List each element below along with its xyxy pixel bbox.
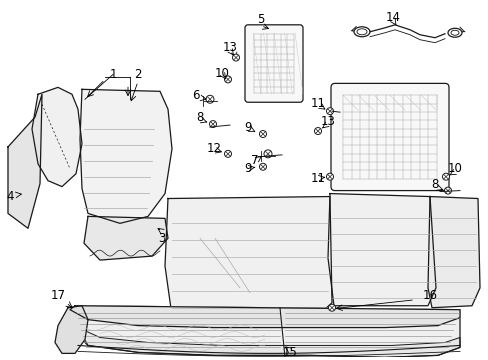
Polygon shape xyxy=(80,89,172,223)
Polygon shape xyxy=(427,197,479,308)
Circle shape xyxy=(209,121,216,127)
Polygon shape xyxy=(164,197,331,316)
Text: 11: 11 xyxy=(310,97,325,110)
Text: 8: 8 xyxy=(430,178,438,191)
Text: 13: 13 xyxy=(320,114,335,127)
Circle shape xyxy=(205,95,214,103)
Circle shape xyxy=(442,173,448,180)
Text: 4: 4 xyxy=(6,190,14,203)
Text: 12: 12 xyxy=(206,143,221,156)
Circle shape xyxy=(224,150,231,157)
Text: 5: 5 xyxy=(257,13,264,26)
Polygon shape xyxy=(84,216,168,260)
Polygon shape xyxy=(70,306,459,357)
Ellipse shape xyxy=(450,30,458,35)
Circle shape xyxy=(264,150,271,158)
Text: 10: 10 xyxy=(447,162,462,175)
Circle shape xyxy=(326,108,333,114)
Polygon shape xyxy=(32,87,82,186)
Text: 8: 8 xyxy=(196,111,203,123)
Circle shape xyxy=(224,76,231,83)
Circle shape xyxy=(232,54,239,61)
Polygon shape xyxy=(70,306,459,328)
Ellipse shape xyxy=(356,29,366,35)
Polygon shape xyxy=(55,306,88,354)
Text: 14: 14 xyxy=(385,12,400,24)
Polygon shape xyxy=(327,194,435,306)
FancyBboxPatch shape xyxy=(330,84,448,190)
Ellipse shape xyxy=(353,27,369,37)
Text: 7: 7 xyxy=(251,154,258,167)
Polygon shape xyxy=(8,94,42,228)
Text: 3: 3 xyxy=(158,232,165,245)
Circle shape xyxy=(314,127,321,135)
Text: 1: 1 xyxy=(109,68,117,81)
Ellipse shape xyxy=(447,28,461,37)
Text: 9: 9 xyxy=(244,121,251,134)
Circle shape xyxy=(259,131,266,138)
Circle shape xyxy=(259,163,266,170)
Text: 9: 9 xyxy=(244,162,251,175)
Circle shape xyxy=(328,304,335,311)
Circle shape xyxy=(444,187,450,194)
Polygon shape xyxy=(78,328,459,357)
Text: 10: 10 xyxy=(214,67,229,80)
FancyBboxPatch shape xyxy=(244,25,303,102)
Text: 11: 11 xyxy=(310,172,325,185)
Text: 16: 16 xyxy=(422,289,437,302)
Text: 17: 17 xyxy=(50,289,65,302)
Text: 2: 2 xyxy=(134,68,142,81)
Text: 15: 15 xyxy=(282,346,297,359)
Circle shape xyxy=(326,173,333,180)
Text: 13: 13 xyxy=(222,41,237,54)
Text: 6: 6 xyxy=(192,89,199,102)
